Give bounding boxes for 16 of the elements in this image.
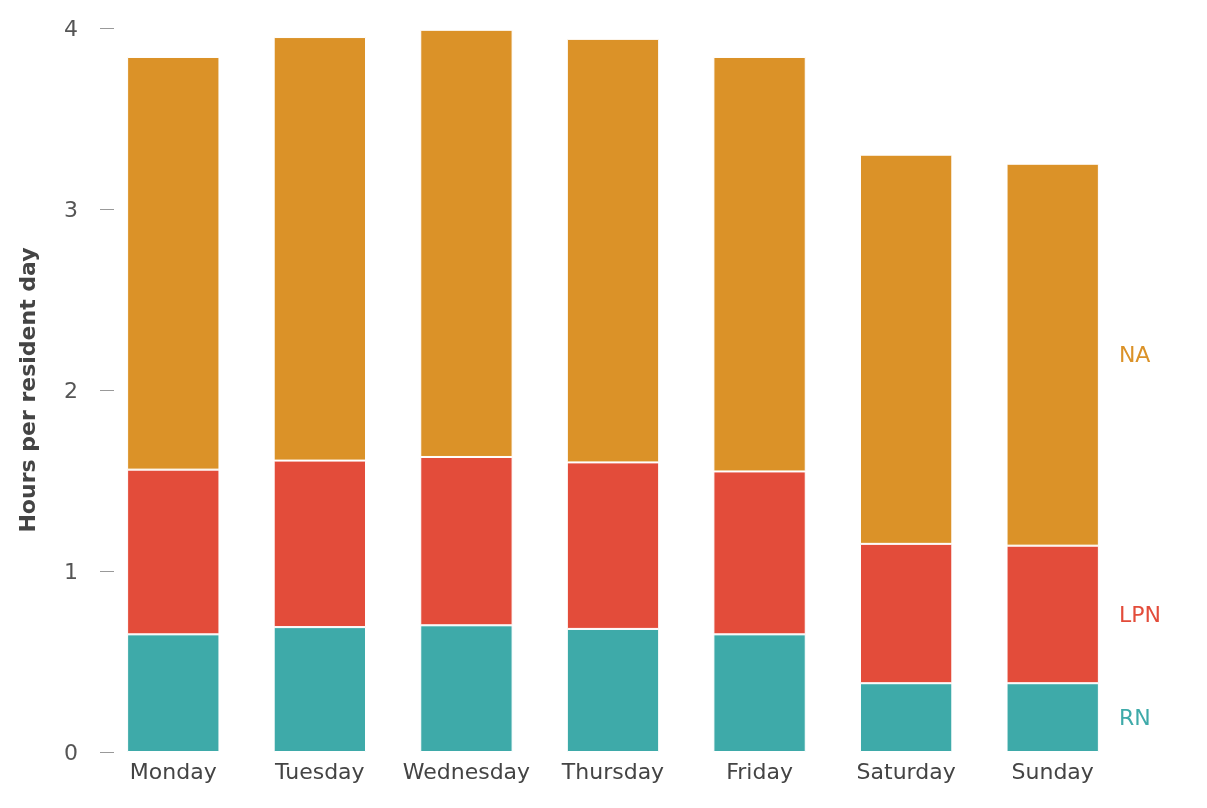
x-tick-label: Tuesday bbox=[274, 758, 365, 784]
y-tick-label: 3 bbox=[64, 196, 78, 222]
x-tick-label: Sunday bbox=[1011, 758, 1094, 784]
x-tick-label: Wednesday bbox=[402, 758, 531, 784]
x-tick-label: Friday bbox=[726, 758, 793, 784]
y-tick-label: 4 bbox=[64, 15, 78, 41]
x-tick-label: Thursday bbox=[560, 758, 665, 784]
series-label: LPN bbox=[1118, 601, 1161, 627]
y-tick-label: 2 bbox=[64, 377, 78, 403]
x-tick-label: Saturday bbox=[856, 758, 956, 784]
series-label: RN bbox=[1118, 705, 1151, 731]
y-tick-label: 1 bbox=[64, 558, 78, 584]
y-axis-title: Hours per resident day bbox=[14, 247, 40, 533]
series-label: NA bbox=[1118, 342, 1151, 368]
y-tick-label: 0 bbox=[64, 739, 78, 765]
x-tick-label: Monday bbox=[129, 758, 217, 784]
